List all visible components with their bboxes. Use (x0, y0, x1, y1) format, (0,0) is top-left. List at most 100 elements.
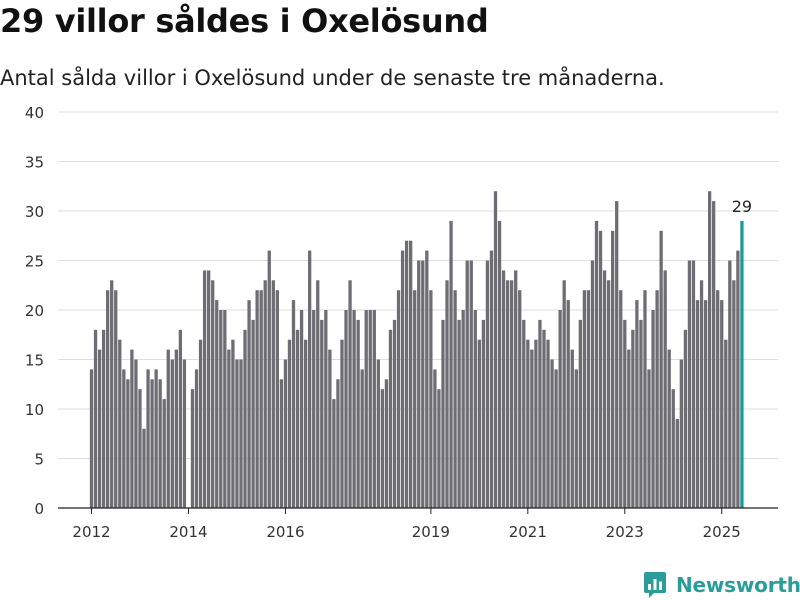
bar (235, 359, 239, 508)
bar (303, 339, 308, 508)
bar (259, 290, 263, 508)
x-axis-ticks: 2012 2014 2016 2019 2021 2023 2025 (72, 508, 741, 541)
bar (453, 290, 457, 508)
bar (271, 280, 275, 508)
bar (93, 329, 98, 508)
bar (291, 300, 296, 508)
bar (295, 329, 300, 508)
bar (530, 349, 534, 508)
bar (396, 290, 401, 508)
bar (356, 319, 360, 508)
x-tick-label: 2012 (72, 523, 110, 541)
brand-logo: Newsworthy (643, 570, 800, 600)
bar (384, 379, 389, 508)
bar (425, 250, 429, 508)
bar (380, 389, 385, 508)
bar (287, 339, 292, 508)
bar (223, 310, 227, 508)
bar (207, 270, 211, 508)
bar (97, 349, 102, 508)
bar (360, 369, 364, 508)
bar (586, 290, 591, 508)
bar (655, 290, 659, 508)
bar (707, 191, 712, 508)
bar (348, 280, 352, 508)
bar (736, 250, 740, 508)
bar (570, 349, 574, 508)
bar (558, 310, 562, 508)
x-tick-label: 2016 (266, 523, 304, 541)
bar (130, 349, 134, 508)
bar (635, 300, 639, 508)
bar (651, 310, 655, 508)
bar (615, 201, 619, 508)
bar (162, 399, 166, 508)
bar (142, 428, 146, 508)
brand-name: Newsworthy (676, 573, 800, 597)
bar (194, 369, 199, 508)
y-tick-label: 0 (34, 500, 44, 518)
bar (695, 300, 700, 508)
bar (667, 349, 671, 508)
bar (566, 300, 570, 508)
data-labels: 29 (732, 197, 752, 216)
bar (283, 359, 288, 508)
x-tick-label: 2014 (169, 523, 207, 541)
bar (485, 260, 490, 508)
bar (150, 379, 154, 508)
page-title: 29 villor såldes i Oxelösund (0, 2, 489, 40)
bar (182, 359, 187, 508)
bar (724, 339, 728, 508)
bar (101, 329, 106, 508)
bar (489, 250, 494, 508)
bar (166, 349, 170, 508)
bar (598, 230, 603, 509)
bar (542, 329, 546, 508)
bar (219, 310, 223, 508)
bar (659, 230, 663, 509)
bar (275, 290, 279, 508)
bar (336, 379, 340, 508)
bar (174, 349, 178, 508)
bar (534, 339, 538, 508)
bar (574, 369, 578, 508)
bar (417, 260, 421, 508)
bar (449, 220, 453, 508)
x-tick-label: 2023 (606, 523, 644, 541)
bar (497, 220, 502, 508)
bar (263, 280, 267, 508)
bar (683, 329, 688, 508)
y-tick-label: 25 (25, 253, 44, 271)
bar (732, 280, 736, 508)
bar (501, 270, 506, 508)
bar (404, 240, 409, 508)
bar (643, 290, 647, 508)
y-axis-tick-labels: 0 5 10 15 20 25 30 35 40 (25, 104, 44, 518)
highlight-data-label: 29 (732, 197, 752, 216)
bar (562, 280, 566, 508)
bar (114, 290, 118, 508)
y-tick-label: 20 (25, 302, 44, 320)
bar (514, 270, 518, 508)
bar (211, 280, 215, 508)
bar (550, 359, 554, 508)
bar (518, 290, 522, 508)
bar (368, 310, 372, 508)
bar (328, 349, 332, 508)
y-tick-label: 5 (34, 451, 44, 469)
bar (457, 319, 461, 508)
bar (118, 339, 122, 508)
bar (372, 310, 376, 508)
newsworthy-logo-icon (644, 572, 666, 598)
bar (247, 300, 251, 508)
bar (392, 319, 397, 508)
bar (582, 290, 587, 508)
bar (308, 250, 312, 508)
bar (134, 359, 138, 508)
x-tick-label: 2025 (703, 523, 741, 541)
bar (546, 339, 550, 508)
bar (590, 260, 595, 508)
bar (340, 339, 344, 508)
bar (352, 310, 356, 508)
bar (675, 418, 679, 508)
